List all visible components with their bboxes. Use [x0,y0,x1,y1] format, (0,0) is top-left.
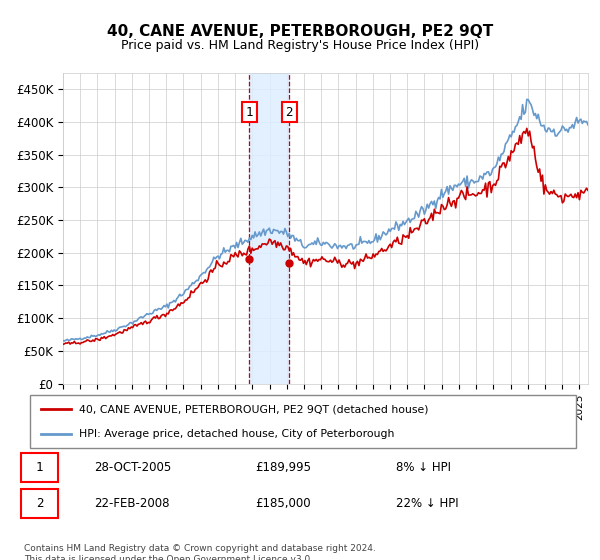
Text: 2: 2 [285,105,293,119]
Text: Contains HM Land Registry data © Crown copyright and database right 2024.
This d: Contains HM Land Registry data © Crown c… [24,544,376,560]
Text: 1: 1 [35,461,43,474]
FancyBboxPatch shape [22,489,58,518]
FancyBboxPatch shape [22,453,58,482]
Text: 40, CANE AVENUE, PETERBOROUGH, PE2 9QT: 40, CANE AVENUE, PETERBOROUGH, PE2 9QT [107,24,493,39]
Bar [250,73,289,384]
Text: £185,000: £185,000 [255,497,311,510]
Text: 22% ↓ HPI: 22% ↓ HPI [396,497,458,510]
FancyBboxPatch shape [30,395,576,448]
Text: 28-OCT-2005: 28-OCT-2005 [94,461,172,474]
Text: HPI: Average price, detached house, City of Peterborough: HPI: Average price, detached house, City… [79,428,395,438]
Text: 2: 2 [35,497,43,510]
Text: £189,995: £189,995 [255,461,311,474]
Text: 40, CANE AVENUE, PETERBOROUGH, PE2 9QT (detached house): 40, CANE AVENUE, PETERBOROUGH, PE2 9QT (… [79,404,428,414]
Text: 8% ↓ HPI: 8% ↓ HPI [396,461,451,474]
Text: Price paid vs. HM Land Registry's House Price Index (HPI): Price paid vs. HM Land Registry's House … [121,39,479,52]
Text: 1: 1 [245,105,253,119]
Text: 22-FEB-2008: 22-FEB-2008 [94,497,170,510]
